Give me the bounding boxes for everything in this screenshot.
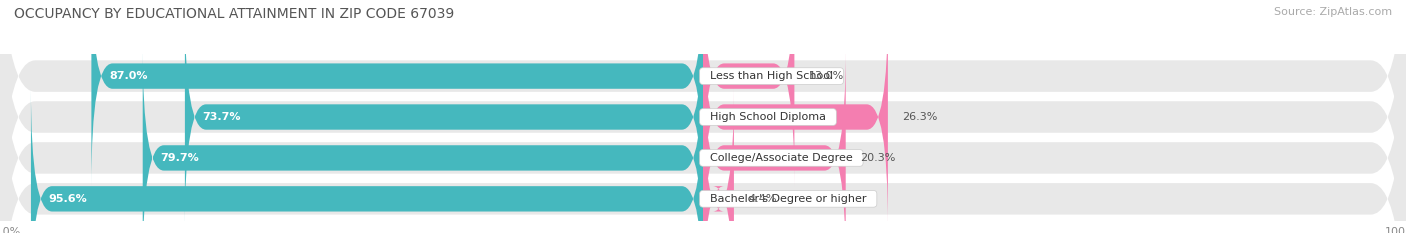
Text: 26.3%: 26.3% [903,112,938,122]
Text: 79.7%: 79.7% [160,153,200,163]
FancyBboxPatch shape [703,7,889,227]
FancyBboxPatch shape [142,48,703,233]
Text: OCCUPANCY BY EDUCATIONAL ATTAINMENT IN ZIP CODE 67039: OCCUPANCY BY EDUCATIONAL ATTAINMENT IN Z… [14,7,454,21]
Text: 95.6%: 95.6% [49,194,87,204]
FancyBboxPatch shape [703,48,846,233]
Text: Less than High School: Less than High School [703,71,841,81]
Text: Source: ZipAtlas.com: Source: ZipAtlas.com [1274,7,1392,17]
Text: 4.4%: 4.4% [748,194,776,204]
Text: High School Diploma: High School Diploma [703,112,832,122]
FancyBboxPatch shape [0,10,1406,233]
FancyBboxPatch shape [703,89,734,233]
Text: 87.0%: 87.0% [110,71,148,81]
FancyBboxPatch shape [703,0,794,186]
Text: Bachelor's Degree or higher: Bachelor's Degree or higher [703,194,873,204]
Text: 13.0%: 13.0% [808,71,844,81]
Text: College/Associate Degree: College/Associate Degree [703,153,859,163]
FancyBboxPatch shape [31,89,703,233]
Text: 20.3%: 20.3% [860,153,896,163]
FancyBboxPatch shape [186,7,703,227]
Text: 73.7%: 73.7% [202,112,240,122]
FancyBboxPatch shape [91,0,703,186]
